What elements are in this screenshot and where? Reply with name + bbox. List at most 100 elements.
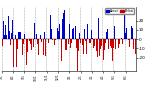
Bar [26, 39, 27, 65]
Bar [44, 32, 45, 39]
Bar [61, 39, 62, 61]
Bar [96, 39, 97, 51]
Bar [106, 32, 107, 39]
Bar [58, 31, 59, 39]
Bar [15, 35, 16, 39]
Bar [18, 32, 19, 39]
Bar [111, 39, 112, 48]
Bar [37, 39, 38, 44]
Bar [34, 23, 35, 39]
Bar [116, 39, 117, 44]
Bar [75, 26, 76, 39]
Bar [43, 39, 44, 55]
Bar [97, 39, 98, 57]
Bar [107, 29, 108, 39]
Bar [100, 39, 101, 49]
Bar [12, 20, 13, 39]
Bar [55, 39, 56, 40]
Bar [7, 27, 8, 39]
Bar [19, 31, 20, 39]
Bar [38, 39, 39, 55]
Bar [28, 26, 29, 39]
Bar [110, 39, 111, 46]
Bar [46, 39, 47, 50]
Bar [52, 39, 53, 40]
Bar [79, 33, 80, 39]
Bar [83, 39, 84, 54]
Bar [89, 39, 90, 43]
Bar [6, 35, 7, 39]
Bar [9, 31, 10, 39]
Bar [125, 33, 126, 39]
Bar [118, 39, 119, 48]
Bar [68, 39, 69, 44]
Bar [13, 39, 14, 67]
Bar [108, 39, 109, 49]
Bar [72, 29, 73, 39]
Bar [39, 35, 40, 39]
Bar [134, 34, 135, 39]
Bar [133, 39, 134, 49]
Bar [98, 18, 99, 39]
Bar [16, 39, 17, 67]
Bar [30, 39, 31, 44]
Bar [90, 39, 91, 43]
Bar [99, 39, 100, 56]
Bar [104, 39, 105, 50]
Bar [131, 26, 132, 39]
Bar [5, 25, 6, 39]
Bar [126, 28, 127, 39]
Bar [123, 39, 124, 40]
Bar [135, 39, 136, 54]
Bar [45, 39, 46, 56]
Bar [105, 39, 106, 43]
Bar [11, 33, 12, 39]
Bar [121, 38, 122, 39]
Bar [87, 24, 88, 39]
Bar [93, 39, 94, 48]
Bar [77, 39, 78, 71]
Bar [22, 39, 23, 55]
Bar [65, 39, 66, 50]
Legend: Above, Below: Above, Below [105, 9, 134, 14]
Bar [23, 39, 24, 44]
Bar [50, 15, 51, 39]
Bar [17, 39, 18, 49]
Bar [62, 19, 63, 39]
Bar [33, 39, 34, 47]
Bar [132, 27, 133, 39]
Bar [41, 39, 42, 42]
Bar [78, 39, 79, 51]
Bar [115, 39, 116, 49]
Bar [60, 39, 61, 43]
Bar [94, 39, 95, 46]
Bar [40, 35, 41, 39]
Bar [80, 39, 81, 43]
Bar [129, 39, 130, 48]
Bar [101, 39, 102, 46]
Bar [20, 32, 21, 39]
Bar [27, 39, 28, 52]
Bar [103, 39, 104, 60]
Bar [66, 39, 67, 50]
Bar [127, 39, 128, 51]
Bar [82, 39, 83, 45]
Bar [49, 39, 50, 51]
Bar [48, 39, 49, 43]
Bar [114, 26, 115, 39]
Bar [73, 28, 74, 39]
Bar [122, 39, 123, 44]
Bar [112, 39, 113, 61]
Bar [2, 39, 3, 46]
Bar [29, 39, 30, 41]
Bar [57, 27, 58, 39]
Bar [67, 33, 68, 39]
Bar [10, 39, 11, 45]
Bar [95, 38, 96, 39]
Bar [54, 39, 55, 45]
Bar [86, 39, 87, 54]
Bar [56, 28, 57, 39]
Bar [84, 29, 85, 39]
Bar [88, 39, 89, 56]
Bar [24, 34, 25, 39]
